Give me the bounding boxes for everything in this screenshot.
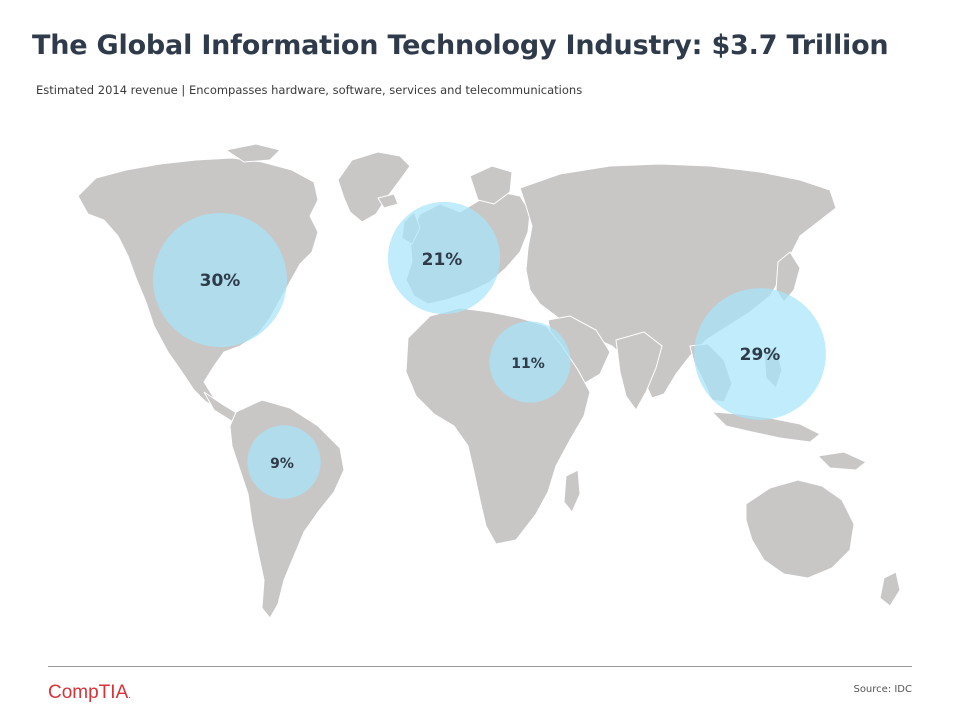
logo-suffix: . — [128, 690, 132, 701]
land-arctic-islands — [224, 143, 281, 163]
land-new-zealand — [879, 571, 901, 607]
bubble-label-middle-east-africa: 11% — [511, 356, 545, 372]
land-japan — [775, 251, 801, 303]
world-map: 30% 21% 11% 29% 9% — [77, 143, 901, 619]
bubble-middle-east-africa — [489, 321, 571, 403]
land-australia — [745, 479, 855, 579]
land-iceland — [377, 193, 399, 209]
page-title: The Global Information Technology Indust… — [32, 30, 889, 61]
bubble-asia-pacific — [694, 288, 826, 420]
region-bubbles: 30% 21% 11% 29% 9% — [153, 201, 826, 499]
footer-divider — [48, 666, 912, 667]
land-scandinavia — [469, 165, 513, 205]
logo-text: CompTIA — [48, 682, 129, 703]
page-subtitle: Estimated 2014 revenue | Encompasses har… — [36, 83, 583, 97]
bubble-europe — [387, 201, 501, 315]
land-new-guinea — [816, 451, 867, 471]
land-india — [615, 331, 663, 411]
land-madagascar — [563, 469, 581, 513]
land-masses — [77, 143, 901, 619]
bubble-label-north-america: 30% — [200, 271, 241, 291]
bubble-label-asia-pacific: 29% — [740, 345, 781, 365]
bubble-label-europe: 21% — [422, 250, 463, 270]
land-greenland — [337, 151, 411, 223]
comptia-logo: CompTIA. — [48, 682, 131, 704]
bubble-label-latin-america: 9% — [270, 456, 294, 472]
bubble-latin-america — [247, 425, 321, 499]
bubble-north-america — [153, 213, 287, 347]
source-note: Source: IDC — [853, 684, 912, 695]
